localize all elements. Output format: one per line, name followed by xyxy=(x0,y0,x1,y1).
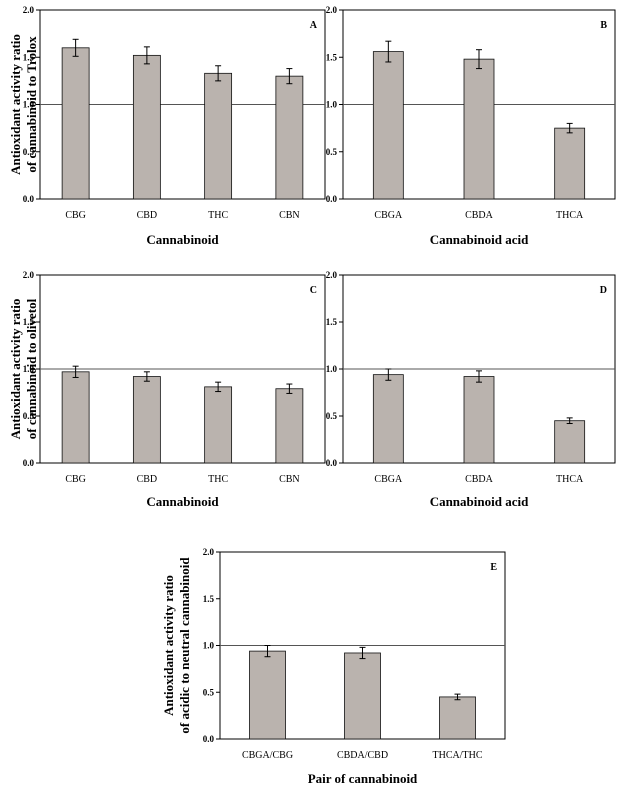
bar xyxy=(554,127,586,200)
panel-letter: B xyxy=(600,20,607,31)
chart-panel-d: 0.0 0.5 1.0 1.5 2.0 CBGA CBDA THCA D Cannabinoid … xyxy=(326,270,616,509)
bar xyxy=(61,47,90,200)
y-axis-label: of cannabinoid to olivetol xyxy=(24,298,39,439)
chart-panel-e: 0.0 0.5 1.0 1.5 2.0 CBGA/CBG CBDA/CBD THCA/THC E… xyxy=(161,547,506,786)
y-tick-label: 0.5 xyxy=(23,411,35,421)
category-label: THCA xyxy=(556,474,584,485)
bar xyxy=(372,374,404,464)
category-label: CBDA xyxy=(465,474,494,485)
bar xyxy=(61,371,90,464)
bar xyxy=(204,72,233,200)
x-axis-label: Cannabinoid xyxy=(146,232,219,247)
category-label: CBN xyxy=(279,210,300,221)
y-tick-label: 0.5 xyxy=(326,147,338,157)
y-tick-label: 0.0 xyxy=(203,734,215,744)
bar xyxy=(372,51,404,200)
panel-letter: C xyxy=(310,285,317,296)
x-axis-label: Cannabinoid xyxy=(146,494,219,509)
panel-letter: D xyxy=(600,285,607,296)
category-label: THCA/THC xyxy=(433,750,483,761)
category-label: THC xyxy=(208,474,228,485)
x-axis-label: Pair of cannabinoid xyxy=(308,771,418,786)
y-tick-label: 0.0 xyxy=(326,194,338,204)
category-label: CBD xyxy=(137,210,158,221)
category-label: CBGA xyxy=(374,474,403,485)
chart-panel-b: 0.0 0.5 1.0 1.5 2.0 CBGA CBDA THCA B Cannabinoid … xyxy=(326,5,616,247)
y-tick-label: 2.0 xyxy=(23,5,35,15)
y-axis-label: Antioxidant activity ratio xyxy=(8,299,23,440)
chart-panel-c: 0.0 0.5 1.0 1.5 2.0 CBG CBD THC CBN C Cannabinoid A… xyxy=(8,270,326,509)
y-tick-label: 0.5 xyxy=(203,687,215,697)
bar xyxy=(463,58,495,200)
y-axis-label: of acidic to neutral cannabinoid xyxy=(177,557,192,734)
category-label: CBG xyxy=(65,474,86,485)
category-label: CBN xyxy=(279,474,300,485)
y-axis-label: of cannabinoid to Trolox xyxy=(24,36,39,173)
y-tick-label: 1.0 xyxy=(23,100,35,110)
bar xyxy=(204,386,233,464)
y-tick-label: 2.0 xyxy=(23,270,35,280)
y-tick-label: 1.0 xyxy=(23,364,35,374)
y-tick-label: 0.5 xyxy=(23,147,35,157)
y-tick-label: 0.0 xyxy=(326,458,338,468)
bar xyxy=(275,388,304,464)
x-axis-label: Cannabinoid acid xyxy=(430,232,529,247)
category-label: THC xyxy=(208,210,228,221)
category-label: CBDA xyxy=(465,210,494,221)
category-label: CBGA/CBG xyxy=(242,750,293,761)
y-tick-label: 2.0 xyxy=(326,270,338,280)
bar xyxy=(554,420,586,464)
bar xyxy=(344,652,381,740)
bar xyxy=(275,75,304,200)
bar xyxy=(132,376,161,464)
y-tick-label: 2.0 xyxy=(203,547,215,557)
category-label: CBDA/CBD xyxy=(337,750,388,761)
y-tick-label: 0.0 xyxy=(23,194,35,204)
bar xyxy=(249,650,286,740)
y-tick-label: 1.0 xyxy=(326,100,338,110)
bar xyxy=(439,696,476,740)
panel-letter: A xyxy=(310,20,318,31)
bar xyxy=(463,376,495,464)
y-tick-label: 1.5 xyxy=(203,594,215,604)
category-label: CBD xyxy=(137,474,158,485)
y-tick-label: 1.5 xyxy=(23,317,35,327)
category-label: THCA xyxy=(556,210,584,221)
category-label: CBGA xyxy=(374,210,403,221)
y-tick-label: 2.0 xyxy=(326,5,338,15)
y-tick-label: 0.5 xyxy=(326,411,338,421)
y-tick-label: 1.5 xyxy=(326,52,338,62)
panel-letter: E xyxy=(490,562,497,573)
y-tick-label: 1.0 xyxy=(326,364,338,374)
category-label: CBG xyxy=(65,210,86,221)
bar xyxy=(132,54,161,200)
y-tick-label: 1.0 xyxy=(203,641,215,651)
y-axis-label: Antioxidant activity ratio xyxy=(161,575,176,716)
chart-panel-a: 0.0 0.5 1.0 1.5 2.0 CBG CBD THC CBN A Cannabinoid A… xyxy=(8,5,326,247)
x-axis-label: Cannabinoid acid xyxy=(430,494,529,509)
y-tick-label: 1.5 xyxy=(23,52,35,62)
y-tick-label: 0.0 xyxy=(23,458,35,468)
y-tick-label: 1.5 xyxy=(326,317,338,327)
y-axis-label: Antioxidant activity ratio xyxy=(8,34,23,175)
